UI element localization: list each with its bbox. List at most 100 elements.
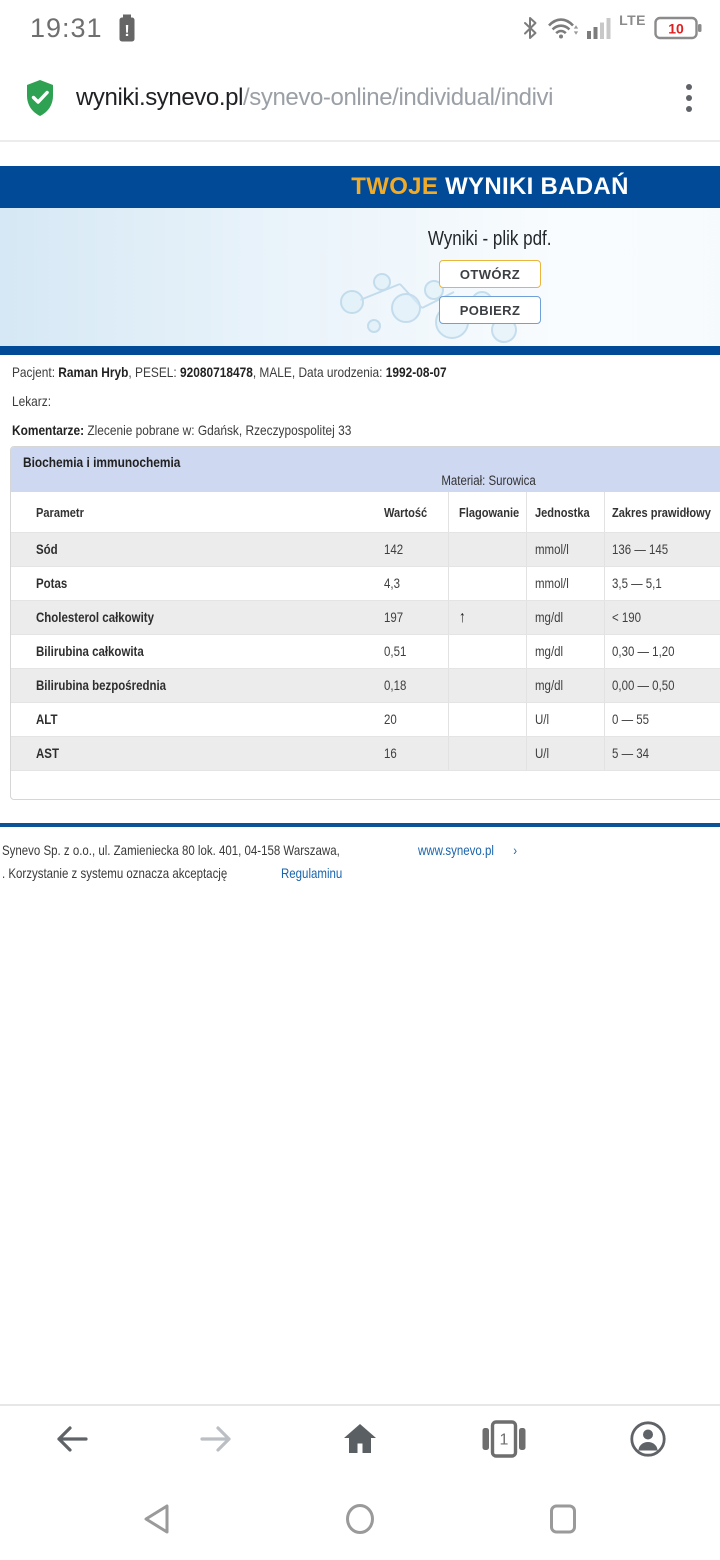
- tabs-icon: 1: [482, 1420, 526, 1458]
- table-row: Potas 4,3 mmol/l 3,5 — 5,1: [11, 566, 720, 600]
- bluetooth-icon: [524, 17, 537, 39]
- cell-parametr: Bilirubina bezpośrednia: [36, 678, 167, 693]
- url-text[interactable]: wyniki.synevo.pl/synevo-online/individua…: [76, 84, 682, 112]
- patient-pesel: 92080718478: [180, 364, 253, 380]
- open-button[interactable]: OTWÓRZ: [439, 260, 541, 288]
- cell-wartosc: 16: [384, 746, 397, 761]
- android-nav-bar: [0, 1478, 720, 1560]
- pdf-banner: Wyniki - plik pdf. OTWÓRZ POBIERZ: [0, 208, 720, 346]
- browser-address-bar[interactable]: wyniki.synevo.pl/synevo-online/individua…: [0, 56, 720, 142]
- back-triangle-icon: [144, 1504, 169, 1534]
- cell-flagowanie: [448, 669, 526, 702]
- cell-jednostka: U/l: [526, 703, 604, 736]
- forward-button[interactable]: [144, 1406, 288, 1472]
- table-body: Sód 142 mmol/l 136 — 145 Potas 4,3 mmol/…: [11, 532, 720, 771]
- cell-flagowanie: [448, 703, 526, 736]
- svg-text:!: !: [124, 23, 129, 40]
- card-footer-space: [11, 771, 720, 799]
- tabs-button[interactable]: 1: [432, 1406, 576, 1472]
- svg-text:10: 10: [668, 21, 684, 37]
- clock: 19:31: [30, 12, 103, 43]
- table-header-row: Parametr Wartość Flagowanie Jednostka Za…: [11, 492, 720, 532]
- cell-flagowanie: [448, 737, 526, 770]
- android-recents-button[interactable]: [547, 1501, 579, 1537]
- cell-wartosc: 0,18: [384, 678, 407, 693]
- page-title: TWOJE WYNIKI BADAŃ: [351, 173, 628, 201]
- col-zakres: Zakres prawidłowy: [604, 492, 720, 532]
- cell-jednostka: mmol/l: [526, 533, 604, 566]
- url-path: /synevo-online/individual/indivi: [243, 84, 554, 111]
- col-parametr: Parametr: [36, 504, 84, 520]
- footer-divider: [0, 823, 720, 827]
- cell-jednostka: mmol/l: [526, 567, 604, 600]
- table-row: Sód 142 mmol/l 136 — 145: [11, 532, 720, 566]
- home-button[interactable]: [288, 1406, 432, 1472]
- cell-wartosc: 4,3: [384, 576, 400, 591]
- cell-wartosc: 142: [384, 542, 404, 557]
- cell-zakres: 0,30 — 1,20: [604, 635, 720, 668]
- cell-parametr: Cholesterol całkowity: [36, 610, 154, 625]
- shield-check-icon[interactable]: [24, 79, 56, 117]
- lte-label: LTE: [619, 12, 646, 28]
- cell-zakres: 0 — 55: [604, 703, 720, 736]
- profile-icon: [630, 1421, 666, 1457]
- forward-icon: [200, 1426, 231, 1452]
- home-circle-icon: [346, 1504, 374, 1534]
- table-row: AST 16 U/l 5 — 34: [11, 736, 720, 771]
- back-button[interactable]: [0, 1406, 144, 1472]
- battery-icon: 10: [654, 16, 702, 40]
- cell-parametr: Bilirubina całkowita: [36, 644, 144, 659]
- results-section-header: Biochemia i immunochemia Materiał: Surow…: [11, 447, 720, 492]
- site-header: TWOJE WYNIKI BADAŃ: [0, 166, 720, 208]
- flag-arrow-icon: ↑: [459, 608, 466, 626]
- table-row: Bilirubina całkowita 0,51 mg/dl 0,30 — 1…: [11, 634, 720, 668]
- profile-button[interactable]: [576, 1406, 720, 1472]
- kebab-menu-icon[interactable]: [682, 78, 696, 118]
- section-title: Biochemia i immunochemia: [23, 454, 181, 470]
- cell-parametr: Potas: [36, 576, 68, 591]
- table-row: Cholesterol całkowity 197 ↑ mg/dl < 190: [11, 600, 720, 634]
- url-host: wyniki.synevo.pl: [76, 84, 244, 111]
- cell-zakres: 3,5 — 5,1: [604, 567, 720, 600]
- patient-name: Raman Hryb: [58, 364, 129, 380]
- browser-nav-bar: 1: [0, 1404, 720, 1472]
- back-icon: [57, 1426, 88, 1452]
- col-flagowanie: Flagowanie: [448, 492, 526, 532]
- cell-flagowanie: [448, 567, 526, 600]
- cell-zakres: < 190: [604, 601, 720, 634]
- patient-birth-date: 1992-08-07: [385, 364, 447, 380]
- patient-info: Pacjent: Raman Hryb, PESEL: 92080718478,…: [0, 355, 720, 439]
- page-title-highlight: TWOJE: [351, 173, 439, 200]
- banner-title: Wyniki - plik pdf.: [428, 228, 552, 250]
- android-home-button[interactable]: [343, 1501, 377, 1537]
- cell-flagowanie: [448, 533, 526, 566]
- cell-wartosc: 0,51: [384, 644, 407, 659]
- svg-text:1: 1: [500, 1432, 509, 1449]
- comments-line: Komentarze: Zlecenie pobrane w: Gdańsk, …: [12, 422, 352, 438]
- battery-alert-icon: !: [119, 14, 135, 42]
- patient-line: Pacjent: Raman Hryb, PESEL: 92080718478,…: [12, 364, 447, 380]
- col-wartosc: Wartość: [384, 504, 428, 520]
- cell-zakres: 136 — 145: [604, 533, 720, 566]
- cell-parametr: ALT: [36, 712, 58, 727]
- cell-jednostka: mg/dl: [526, 601, 604, 634]
- status-icons: LTE 10: [521, 12, 702, 41]
- cell-flagowanie: [448, 635, 526, 668]
- cell-wartosc: 20: [384, 712, 397, 727]
- cell-parametr: Sód: [36, 542, 58, 557]
- cell-zakres: 0,00 — 0,50: [604, 669, 720, 702]
- android-back-button[interactable]: [141, 1501, 173, 1537]
- synevo-link[interactable]: www.synevo.pl ›: [418, 842, 519, 858]
- wifi-icon: [548, 18, 579, 39]
- cell-jednostka: U/l: [526, 737, 604, 770]
- banner-bottom-strip: [0, 346, 720, 355]
- web-page: TWOJE WYNIKI BADAŃ Wyniki - plik pdf. OT…: [0, 166, 720, 885]
- status-bar: 19:31 ! LTE: [0, 0, 720, 56]
- link-arrow: ›: [510, 842, 518, 858]
- home-icon: [344, 1424, 376, 1453]
- regulamin-link[interactable]: Regulaminu: [280, 865, 342, 882]
- download-button[interactable]: POBIERZ: [439, 296, 541, 324]
- table-row: ALT 20 U/l 0 — 55: [11, 702, 720, 736]
- material-label: Materiał: Surowica: [441, 473, 537, 488]
